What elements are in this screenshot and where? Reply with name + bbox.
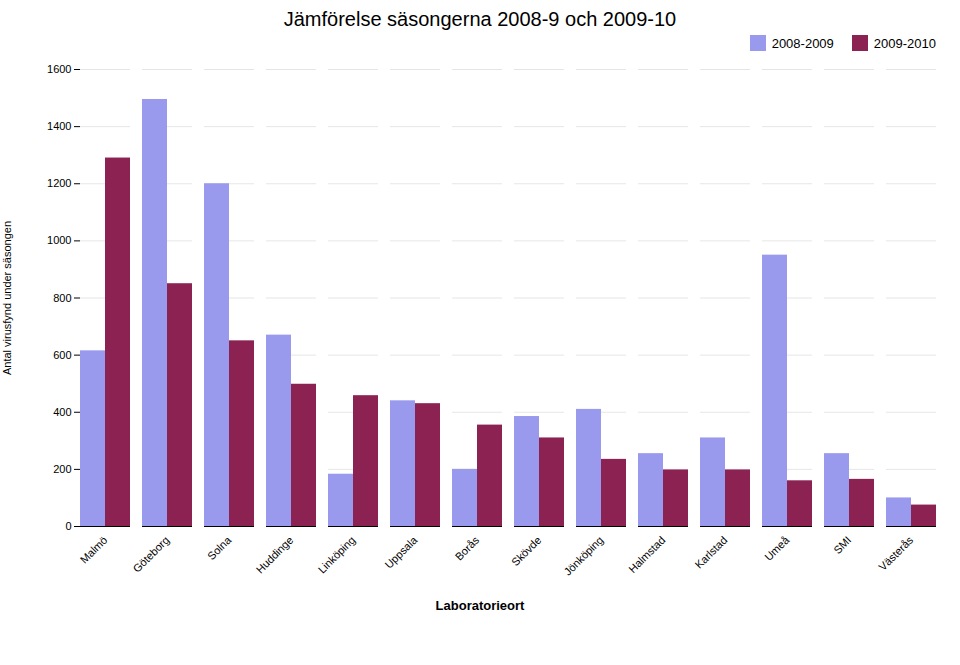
svg-text:Umeå: Umeå	[762, 533, 792, 563]
svg-text:Solna: Solna	[205, 533, 234, 562]
svg-text:Malmö: Malmö	[78, 534, 110, 566]
svg-text:Borås: Borås	[453, 533, 482, 562]
svg-text:600: 600	[53, 349, 71, 361]
svg-text:1200: 1200	[47, 177, 71, 189]
svg-text:Jönköping: Jönköping	[561, 534, 605, 578]
html-text:2009-2010: 2009-2010	[873, 35, 936, 51]
svg-text:Antal virusfynd under säsongen: Antal virusfynd under säsongen	[1, 221, 13, 375]
svg-text:200: 200	[53, 463, 71, 475]
svg-text:800: 800	[53, 292, 71, 304]
svg-text:Skövde: Skövde	[509, 534, 543, 568]
svg-text:0: 0	[65, 520, 71, 532]
svg-text:Huddinge: Huddinge	[254, 534, 296, 576]
html-text:Jämförelse säsongerna 2008-9 o: Jämförelse säsongerna 2008-9 och 2009-10	[283, 8, 677, 30]
html-text:2008-2009: 2008-2009	[771, 35, 834, 51]
svg-text:400: 400	[53, 406, 71, 418]
svg-text:1000: 1000	[47, 234, 71, 246]
svg-text:Uppsala: Uppsala	[382, 533, 420, 571]
svg-text:Västerås: Västerås	[876, 533, 916, 573]
svg-text:Halmstad: Halmstad	[626, 534, 667, 575]
svg-text:Linköping: Linköping	[316, 534, 358, 576]
svg-text:Karlstad: Karlstad	[692, 534, 729, 571]
svg-text:1400: 1400	[47, 120, 71, 132]
svg-text:1600: 1600	[47, 63, 71, 75]
html-text:Laboratorieort: Laboratorieort	[435, 598, 525, 613]
svg-text:Göteborg: Göteborg	[130, 534, 171, 575]
svg-text:SMI: SMI	[831, 534, 853, 556]
